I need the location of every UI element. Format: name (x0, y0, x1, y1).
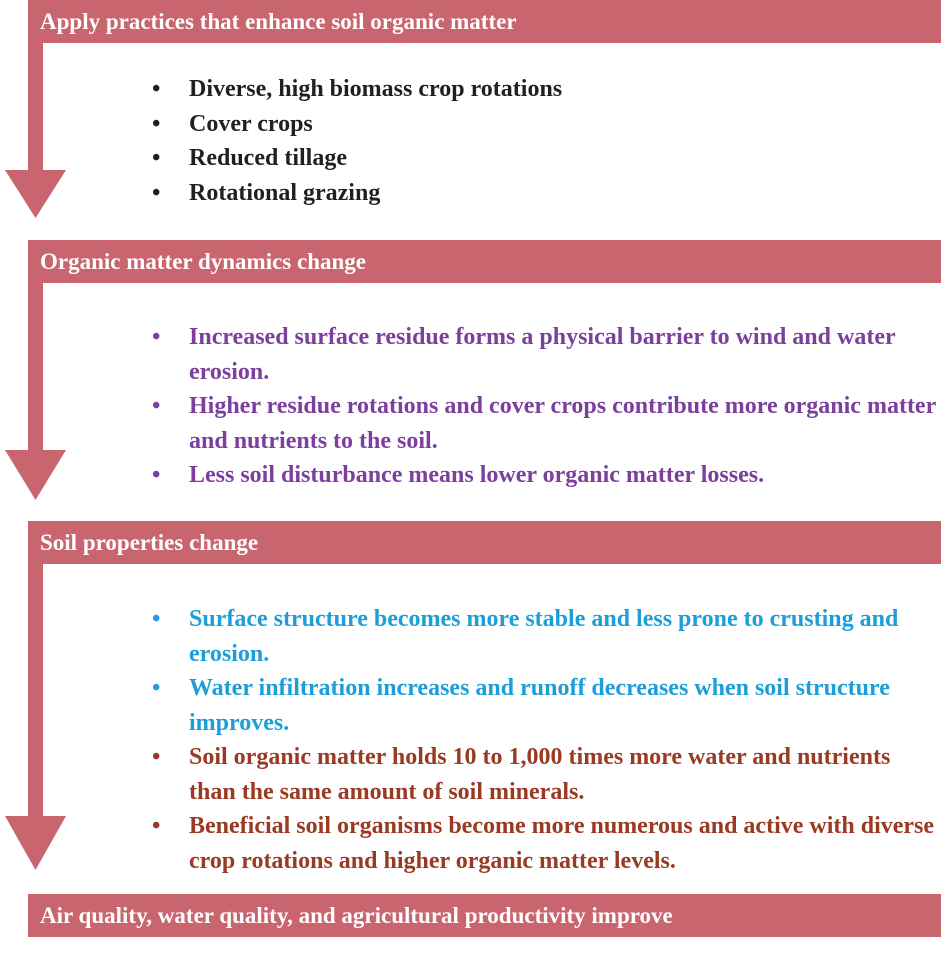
bullet-item: Surface structure becomes more stable an… (152, 602, 941, 671)
bullet-list: Surface structure becomes more stable an… (152, 602, 941, 878)
bullet-item: Cover crops (152, 107, 941, 142)
bullet-item: Higher residue rotations and cover crops… (152, 389, 941, 458)
section-header: Soil properties change (28, 521, 941, 564)
bullet-item: Less soil disturbance means lower organi… (152, 458, 941, 493)
arrow-head (5, 816, 66, 870)
bullet-item: Water infiltration increases and runoff … (152, 671, 941, 740)
arrow-shaft (28, 40, 43, 172)
bullet-item: Beneficial soil organisms become more nu… (152, 809, 941, 878)
bullet-item: Soil organic matter holds 10 to 1,000 ti… (152, 740, 941, 809)
section-header: Apply practices that enhance soil organi… (28, 0, 941, 43)
arrow-shaft (28, 280, 43, 452)
section-header: Air quality, water quality, and agricult… (28, 894, 941, 937)
arrow-head (5, 450, 66, 500)
bullet-item: Reduced tillage (152, 141, 941, 176)
section-header: Organic matter dynamics change (28, 240, 941, 283)
bullet-item: Rotational grazing (152, 176, 941, 211)
bullet-item: Diverse, high biomass crop rotations (152, 72, 941, 107)
bullet-list: Diverse, high biomass crop rotationsCove… (152, 72, 941, 210)
bullet-item: Increased surface residue forms a physic… (152, 320, 941, 389)
bullet-list: Increased surface residue forms a physic… (152, 320, 941, 493)
arrow-head (5, 170, 66, 218)
arrow-shaft (28, 562, 43, 818)
